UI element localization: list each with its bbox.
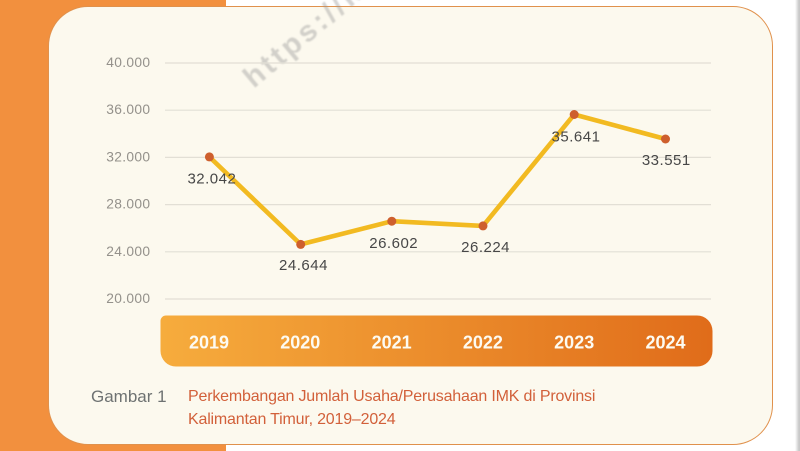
svg-text:24.644: 24.644 (279, 257, 328, 274)
svg-text:26.224: 26.224 (461, 239, 510, 256)
svg-text:32.042: 32.042 (187, 171, 236, 188)
svg-text:2022: 2022 (463, 333, 503, 353)
svg-text:32.000: 32.000 (106, 149, 150, 164)
svg-text:20.000: 20.000 (106, 291, 150, 306)
svg-text:33.551: 33.551 (642, 152, 691, 169)
svg-text:40.000: 40.000 (106, 55, 150, 70)
svg-text:2023: 2023 (554, 333, 594, 353)
svg-text:2024: 2024 (645, 333, 685, 353)
svg-text:24.000: 24.000 (106, 244, 150, 259)
svg-text:2020: 2020 (280, 333, 320, 353)
svg-text:2021: 2021 (372, 333, 412, 353)
svg-text:2019: 2019 (189, 333, 229, 353)
svg-text:28.000: 28.000 (106, 197, 150, 212)
svg-text:36.000: 36.000 (106, 102, 150, 117)
svg-text:35.641: 35.641 (552, 128, 601, 145)
svg-text:26.602: 26.602 (369, 235, 418, 252)
